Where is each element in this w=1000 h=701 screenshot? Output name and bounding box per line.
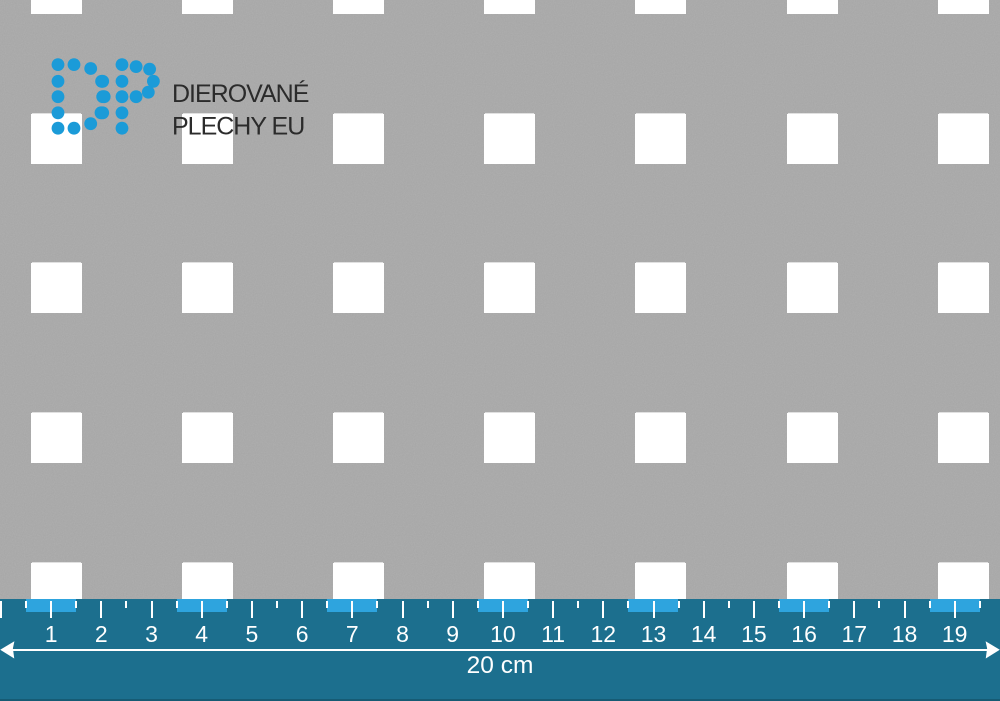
svg-text:DIEROVANÉ: DIEROVANÉ [172,79,309,108]
svg-text:PLECHY EU: PLECHY EU [172,112,304,140]
